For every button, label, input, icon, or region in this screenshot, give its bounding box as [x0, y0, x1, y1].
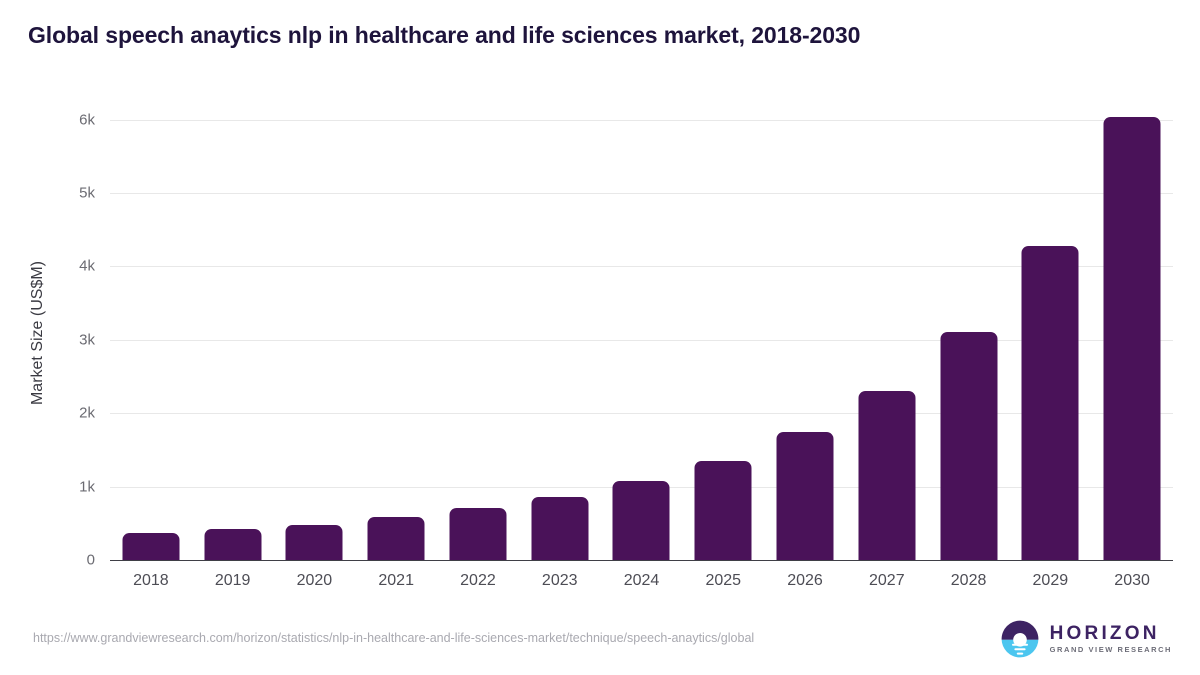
x-axis-tick-label: 2028: [950, 572, 987, 589]
y-axis-tick-label: 1k: [79, 478, 95, 496]
bar[interactable]: [1021, 245, 1079, 560]
x-axis-tick-label: 2030: [1114, 572, 1150, 589]
bar[interactable]: [204, 529, 262, 560]
bar[interactable]: [531, 496, 589, 560]
page-title: Global speech anaytics nlp in healthcare…: [28, 22, 861, 48]
x-axis-tick-label: 2026: [787, 572, 823, 589]
bar[interactable]: [612, 481, 670, 560]
logo-wordmark: HORIZON: [1049, 622, 1160, 644]
source-url[interactable]: https://www.grandviewresearch.com/horizo…: [33, 631, 755, 645]
x-axis-tick-label: 2022: [460, 572, 496, 589]
x-axis-tick-label: 2020: [296, 572, 333, 589]
y-axis-tick-label: 5k: [79, 184, 95, 202]
x-axis-tick-label: 2025: [705, 572, 742, 589]
brand-logo: HORIZON GRAND VIEW RESEARCH: [1000, 619, 1172, 659]
bar[interactable]: [367, 516, 425, 560]
bar-group: 2021: [355, 105, 437, 589]
bar[interactable]: [1103, 117, 1161, 560]
bar[interactable]: [285, 524, 343, 560]
x-axis-tick-label: 2027: [869, 572, 905, 589]
bar-group: 2022: [437, 105, 519, 589]
logo-text: HORIZON GRAND VIEW RESEARCH: [1049, 622, 1172, 655]
bar-group: 2018: [110, 105, 192, 589]
bar-group: 2020: [274, 105, 356, 589]
x-axis-tick-label: 2029: [1032, 572, 1069, 589]
bar[interactable]: [122, 532, 180, 560]
bar-group: 2030: [1091, 105, 1173, 589]
bar-series: 2018 2019 2020 2021 2022 2023 2024 2025 2026 2027…: [110, 105, 1173, 589]
y-axis-tick-label: 4k: [79, 257, 95, 275]
bar-group: 2028: [928, 105, 1010, 589]
gridline: [110, 339, 1173, 341]
bar-group: 2026: [764, 105, 846, 589]
horizon-logo-icon: [1001, 620, 1039, 658]
gridline: [110, 119, 1173, 121]
logo-tagline: GRAND VIEW RESEARCH: [1049, 645, 1172, 655]
gridline: [110, 193, 1173, 195]
plot-area: Market Size (US$M) 0 1k 2k 3k 4k 5k 6k 2018 201…: [29, 105, 1173, 589]
bar[interactable]: [940, 331, 998, 560]
x-axis-tick-label: 2021: [378, 572, 414, 589]
y-axis-tick-label: 0: [86, 551, 95, 569]
gridline: [110, 413, 1173, 415]
bar[interactable]: [694, 460, 752, 560]
x-axis-tick-label: 2024: [623, 572, 660, 589]
x-axis-tick-label: 2023: [541, 572, 578, 589]
bar[interactable]: [449, 507, 507, 560]
x-axis-line: [110, 559, 1173, 561]
x-axis-tick-label: 2018: [133, 572, 169, 589]
bar-group: 2029: [1009, 105, 1091, 589]
y-axis-title: Market Size (US$M): [29, 260, 46, 405]
bar-group: 2025: [682, 105, 764, 589]
bar[interactable]: [776, 431, 834, 560]
bar-group: 2024: [601, 105, 683, 589]
bar[interactable]: [858, 391, 916, 560]
bar-group: 2027: [846, 105, 928, 589]
bar-group: 2019: [192, 105, 274, 589]
y-axis-tick-label: 6k: [79, 111, 95, 129]
y-axis-tick-label: 3k: [79, 331, 95, 349]
y-axis-tick-label: 2k: [79, 404, 95, 422]
bar-group: 2023: [519, 105, 601, 589]
x-axis-tick-label: 2019: [214, 572, 251, 589]
gridline: [110, 266, 1173, 268]
